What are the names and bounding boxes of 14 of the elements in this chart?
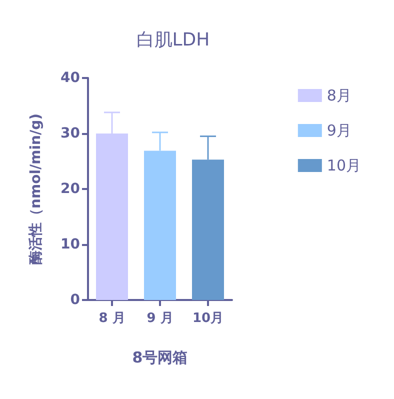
x-tick-label: 8 月 (98, 311, 126, 326)
x-tick-label: 9 月 (146, 311, 174, 326)
legend-label: 10月 (326, 156, 362, 174)
y-tick-label: 20 (60, 181, 80, 197)
chart-title: 白肌LDH (136, 30, 210, 50)
legend-label: 9月 (326, 122, 352, 140)
y-axis-title: 酶活性（nmol/min/g) (28, 114, 44, 264)
y-tick-label: 30 (60, 126, 80, 142)
x-tick-label: 10月 (192, 311, 224, 326)
y-tick-label: 0 (70, 292, 80, 308)
y-tick-label: 40 (60, 70, 80, 86)
x-axis-title: 8号网箱 (132, 348, 188, 366)
legend-label: 8月 (326, 86, 352, 104)
y-tick-label: 10 (60, 236, 80, 252)
